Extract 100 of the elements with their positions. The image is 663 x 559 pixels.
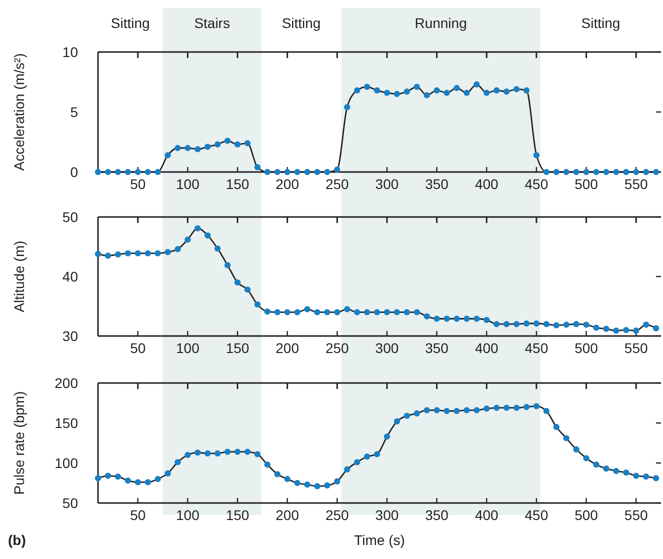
point [464,316,470,322]
point [344,466,350,472]
point [374,87,380,94]
point [204,144,211,150]
point [134,168,141,176]
point [94,250,102,257]
point [294,480,300,486]
point [294,168,300,176]
point [144,168,151,176]
point [623,326,630,334]
point [324,168,330,176]
x-tick-label: 500 [574,507,598,523]
point [454,84,460,92]
point [613,468,620,474]
x-tick-label: 400 [474,340,499,356]
point [474,81,480,88]
point [154,168,161,176]
point [484,90,490,96]
x-tick-label: 250 [325,340,350,356]
point [633,328,640,334]
point [603,168,610,176]
point [264,462,270,468]
point [164,470,171,476]
point [314,168,320,176]
y-tick-label: 150 [54,415,78,431]
point [284,309,290,316]
y-tick-label: 200 [54,375,78,391]
point [264,308,270,315]
point [613,168,620,176]
text: Sitting [581,15,620,31]
point [623,168,630,176]
point [444,408,450,414]
point [214,450,221,456]
x-tick-label: 350 [425,507,449,523]
x-tick-label: 200 [276,176,300,192]
point [503,321,510,328]
point [563,322,570,328]
point [573,446,580,452]
x-tick-label: 150 [226,340,250,356]
band-label: Running [414,15,467,31]
point [364,454,370,460]
point [454,408,460,414]
point [493,321,500,328]
point [424,313,430,320]
point [394,90,400,98]
text: Sitting [282,15,321,31]
point [324,482,330,488]
point [124,478,131,484]
point [244,448,251,455]
point [174,459,181,466]
x-tick-label: 100 [176,340,200,356]
point [503,404,510,411]
point [234,141,241,148]
point [94,168,102,176]
point [523,404,530,410]
point [424,92,430,98]
point [254,301,261,308]
point [114,251,122,258]
point [104,252,112,259]
point [493,87,500,94]
x-tick-label: 50 [130,507,146,523]
point [184,452,191,458]
point [573,321,580,328]
point [652,325,660,332]
point [444,90,450,96]
point [254,451,261,458]
x-tick-label: 150 [226,176,250,192]
x-tick-label: 450 [524,340,548,356]
point [174,246,181,252]
band-label: Stairs [194,15,230,31]
text: Sitting [110,15,150,31]
point [324,309,330,316]
point [414,84,420,90]
point [354,459,360,466]
point [214,141,221,148]
y-tick-label: 5 [70,104,78,120]
point [523,320,530,327]
point [414,410,420,416]
point [434,407,440,414]
point [434,316,440,322]
point [533,403,540,410]
point [124,250,131,256]
point [384,90,390,96]
point [642,322,650,328]
point [573,168,580,176]
y-tick-label: 40 [62,268,78,284]
point [234,448,241,455]
point [404,412,410,419]
point [642,474,650,480]
x-tick-label: 300 [375,340,399,356]
point [404,309,410,316]
point [254,164,261,170]
point [344,104,350,110]
point [394,418,400,424]
point [334,478,340,484]
point [274,309,280,316]
point [334,166,340,173]
point [513,321,520,328]
x-tick-label: 450 [524,507,548,523]
point [454,316,460,322]
